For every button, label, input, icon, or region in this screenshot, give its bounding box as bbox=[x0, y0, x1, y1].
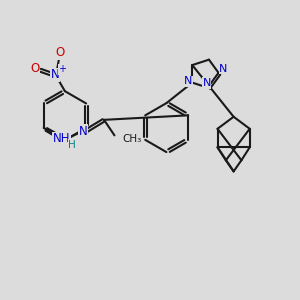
Text: +: + bbox=[58, 64, 67, 74]
Text: N: N bbox=[51, 68, 59, 81]
Text: N: N bbox=[79, 125, 88, 138]
Text: N: N bbox=[184, 76, 192, 86]
Text: O: O bbox=[30, 62, 40, 75]
Text: NH: NH bbox=[52, 132, 70, 145]
Text: N: N bbox=[219, 64, 228, 74]
Text: O: O bbox=[56, 46, 65, 59]
Text: H: H bbox=[68, 140, 76, 150]
Text: N: N bbox=[202, 78, 211, 88]
Text: CH₃: CH₃ bbox=[122, 134, 141, 144]
